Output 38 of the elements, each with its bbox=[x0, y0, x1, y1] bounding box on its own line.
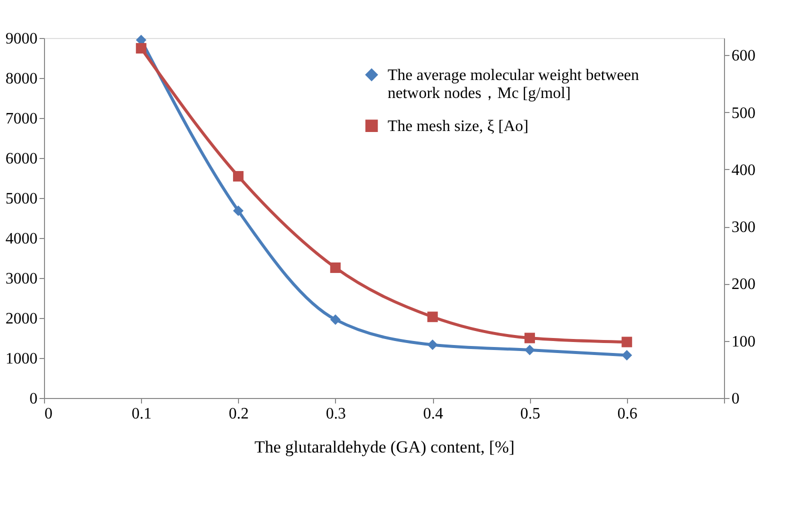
y2-tick-label: 600 bbox=[732, 48, 756, 65]
point bbox=[524, 332, 535, 344]
y2-tick-label: 200 bbox=[732, 276, 756, 294]
y2-tick-label: 100 bbox=[732, 333, 756, 350]
point bbox=[524, 344, 535, 356]
y2-tick-label: 500 bbox=[732, 104, 756, 122]
y-tick-label: 6000 bbox=[6, 150, 38, 168]
x-tick-label: 0.2 bbox=[228, 406, 249, 422]
y-tick-label: 4000 bbox=[6, 230, 38, 248]
point bbox=[427, 340, 438, 350]
point bbox=[622, 336, 632, 348]
y-tick-label: 2000 bbox=[6, 310, 38, 328]
point bbox=[330, 262, 341, 273]
point bbox=[330, 314, 341, 325]
x-axis-title: The glutaraldehyde (GA) content, [%] bbox=[254, 438, 515, 456]
y-tick-label: 3000 bbox=[6, 270, 38, 288]
point bbox=[622, 350, 632, 360]
y-tick-label: 0 bbox=[30, 390, 38, 408]
y2-tick-label: 0 bbox=[732, 390, 740, 408]
x-tick-label: 0.5 bbox=[520, 406, 540, 422]
y2-tick-label: 400 bbox=[732, 162, 756, 179]
y-tick-label: 5000 bbox=[6, 190, 38, 208]
y-tick-label: 8000 bbox=[6, 70, 38, 88]
legend-label: The mesh size, ξ [Ao] bbox=[388, 118, 528, 135]
x-tick-label: 0.3 bbox=[326, 406, 346, 422]
y2-tick-label: 300 bbox=[732, 219, 756, 236]
y-tick-label: 9000 bbox=[6, 30, 38, 48]
x-tick-label: 0.1 bbox=[132, 406, 152, 422]
x-tick-label: 0.6 bbox=[617, 406, 638, 422]
point bbox=[427, 312, 438, 322]
y-tick-label: 7000 bbox=[6, 110, 38, 128]
legend-label: The average molecular weight between network nodes，Mc [g/mol] bbox=[388, 66, 640, 102]
x-tick-label: 0 bbox=[44, 406, 52, 422]
y-tick-label: 1000 bbox=[6, 350, 38, 368]
point bbox=[233, 171, 244, 182]
x-tick-label: 0.4 bbox=[423, 406, 444, 422]
point bbox=[136, 43, 146, 54]
point bbox=[233, 206, 244, 216]
